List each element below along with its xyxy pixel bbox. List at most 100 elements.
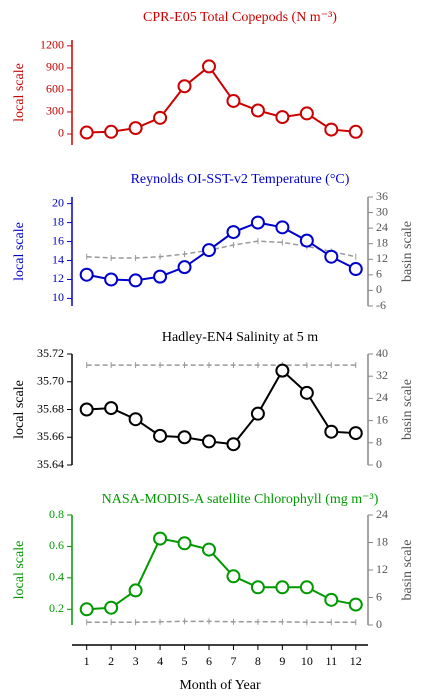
point [177, 536, 192, 551]
x-tick-label: 8 [255, 654, 261, 668]
basin-line [86, 240, 356, 259]
x-tick-label: 2 [108, 654, 114, 668]
y-tick-label: 14 [52, 252, 64, 266]
chart-title: Reynolds OI-SST-v2 Temperature (°C) [131, 172, 350, 187]
point [275, 363, 290, 378]
chart-title: CPR-E05 Total Copepods (N m⁻³) [143, 10, 337, 25]
point [201, 542, 216, 557]
point [348, 124, 363, 139]
chart-title: NASA-MODIS-A satellite Chlorophyll (mg m… [102, 492, 379, 507]
y-tick-label: 35.66 [37, 429, 64, 443]
y-tick-label: 35.64 [37, 457, 64, 471]
point [128, 412, 143, 427]
point [177, 430, 192, 445]
y2-tick-label: 18 [376, 534, 388, 548]
point [348, 262, 363, 277]
point [275, 580, 290, 595]
y-axis-label: local scale [12, 380, 27, 439]
y-axis-label: local scale [12, 63, 27, 122]
y-axis-label: local scale [12, 222, 27, 281]
y-tick-label: 0 [58, 126, 64, 140]
point [324, 122, 339, 137]
point [348, 426, 363, 441]
x-tick-label: 1 [84, 654, 90, 668]
point [201, 243, 216, 258]
x-axis-label: Month of Year [179, 678, 261, 693]
y-tick-label: 0.6 [49, 538, 64, 552]
point [153, 269, 168, 284]
point [128, 121, 143, 136]
point [226, 569, 241, 584]
y-tick-label: 900 [46, 60, 64, 74]
point [153, 110, 168, 125]
point [177, 260, 192, 275]
y-tick-label: 0.2 [49, 601, 64, 615]
point [324, 592, 339, 607]
y2-tick-label: 40 [376, 346, 388, 360]
y2-tick-label: 30 [376, 204, 388, 218]
y2-tick-label: 12 [376, 251, 388, 265]
point [128, 583, 143, 598]
y2-tick-label: 18 [376, 235, 388, 249]
point [250, 215, 265, 230]
point [299, 385, 314, 400]
point [348, 597, 363, 612]
x-tick-label: 7 [230, 654, 236, 668]
y-tick-label: 16 [52, 233, 64, 247]
y2-tick-label: 24 [376, 220, 388, 234]
y2-tick-label: 0 [376, 457, 382, 471]
y-tick-label: 12 [52, 271, 64, 285]
y2-tick-label: 24 [376, 507, 388, 521]
y-tick-label: 10 [52, 290, 64, 304]
y2-tick-label: 6 [376, 267, 382, 281]
point [201, 434, 216, 449]
point [153, 428, 168, 443]
series-line [86, 221, 357, 282]
y2-tick-label: 0 [376, 617, 382, 631]
point [250, 580, 265, 595]
series-line [86, 537, 356, 611]
point [104, 124, 119, 139]
point [226, 93, 241, 108]
x-tick-label: 11 [326, 654, 338, 668]
y2-tick-label: 36 [376, 189, 388, 203]
point [250, 103, 265, 118]
point [104, 600, 119, 615]
x-tick-label: 4 [157, 654, 163, 668]
chart-title: Hadley-EN4 Salinity at 5 m [162, 330, 318, 345]
y-tick-label: 300 [46, 104, 64, 118]
y-tick-label: 35.68 [37, 401, 64, 415]
y-tick-label: 35.72 [37, 346, 64, 360]
point [250, 406, 265, 421]
x-tick-label: 12 [350, 654, 362, 668]
x-tick-label: 3 [133, 654, 139, 668]
point [79, 402, 94, 417]
point [275, 110, 290, 125]
series-line [86, 369, 356, 446]
point [324, 249, 339, 264]
y-tick-label: 600 [46, 82, 64, 96]
point [104, 272, 119, 287]
y2-tick-label: 32 [376, 368, 388, 382]
point [226, 437, 241, 452]
point [128, 273, 143, 288]
y-tick-label: 18 [52, 214, 64, 228]
y2-tick-label: -6 [376, 298, 386, 312]
point [324, 424, 339, 439]
x-tick-label: 6 [206, 654, 212, 668]
y2-tick-label: 24 [376, 390, 388, 404]
y2-tick-label: 6 [376, 589, 382, 603]
series-line [86, 64, 356, 134]
point [299, 233, 314, 248]
point [177, 79, 192, 94]
y2-tick-label: 8 [376, 435, 382, 449]
x-tick-label: 9 [279, 654, 285, 668]
x-tick-label: 5 [182, 654, 188, 668]
point [226, 225, 241, 240]
basin-line [86, 620, 356, 623]
y2-tick-label: 12 [376, 562, 388, 576]
point [104, 401, 119, 416]
y-axis-label: local scale [12, 541, 27, 600]
